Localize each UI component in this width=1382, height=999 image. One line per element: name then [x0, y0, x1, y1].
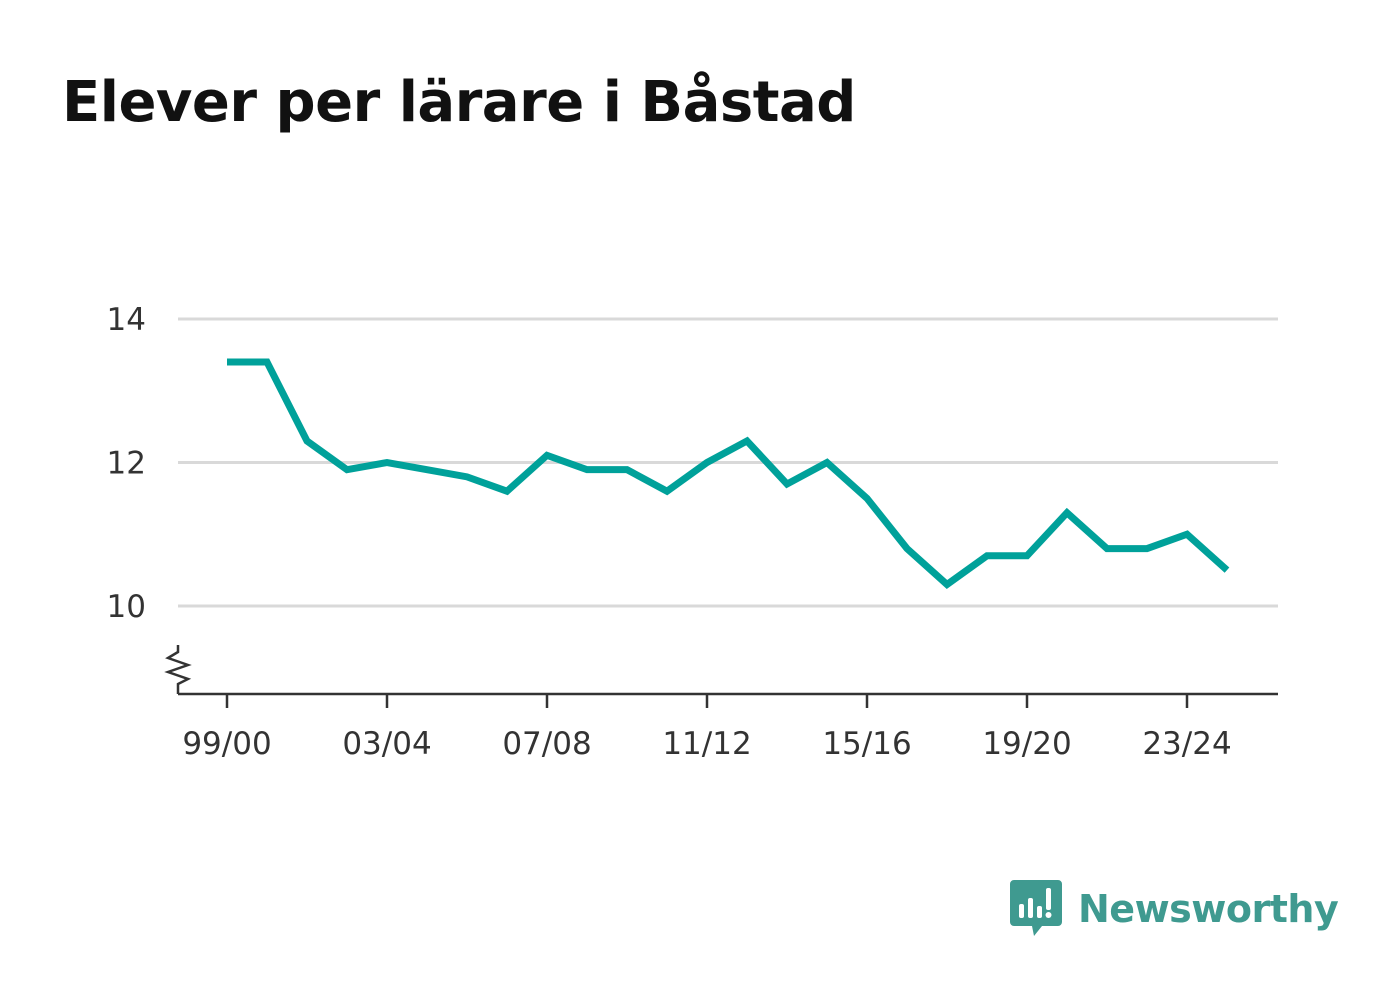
- newsworthy-logo-icon: [1010, 880, 1062, 936]
- y-tick-label-10: 10: [107, 589, 146, 625]
- brand-logo: Newsworthy: [1010, 878, 1339, 940]
- x-tick-label-07-08: 07/08: [502, 726, 591, 762]
- x-tick-label-19-20: 19/20: [982, 726, 1071, 762]
- y-tick-label-12: 12: [107, 446, 146, 482]
- x-tick-label-23-24: 23/24: [1142, 726, 1231, 762]
- series-line-0: [227, 358, 1230, 589]
- brand-name: Newsworthy: [1078, 887, 1339, 931]
- x-tick-label-03-04: 03/04: [342, 726, 431, 762]
- x-tick-label-99-00: 99/00: [182, 726, 271, 762]
- y-axis-break: [164, 645, 192, 694]
- chart-title: Elever per lärare i Båstad: [62, 70, 856, 135]
- x-tick-label-15-16: 15/16: [822, 726, 911, 762]
- x-tick-label-11-12: 11/12: [662, 726, 751, 762]
- y-tick-label-14: 14: [107, 302, 146, 338]
